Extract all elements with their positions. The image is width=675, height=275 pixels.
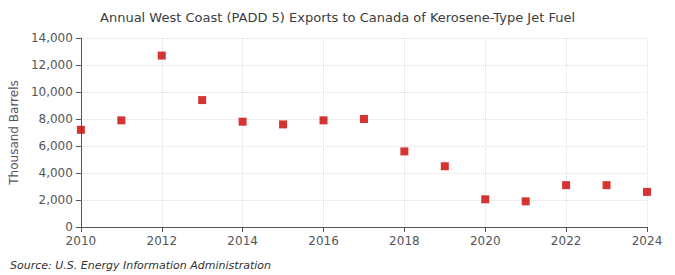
svg-text:2,000: 2,000 <box>39 193 73 207</box>
svg-text:0: 0 <box>65 220 73 234</box>
svg-text:2012: 2012 <box>146 234 177 248</box>
svg-text:14,000: 14,000 <box>31 31 73 45</box>
svg-text:2010: 2010 <box>66 234 97 248</box>
svg-text:Annual West Coast (PADD 5) Exp: Annual West Coast (PADD 5) Exports to Ca… <box>100 10 575 25</box>
svg-text:2016: 2016 <box>308 234 339 248</box>
svg-text:2018: 2018 <box>389 234 420 248</box>
svg-text:Thousand Barrels: Thousand Barrels <box>7 80 21 185</box>
svg-text:2020: 2020 <box>470 234 501 248</box>
svg-text:4,000: 4,000 <box>39 166 73 180</box>
svg-text:2022: 2022 <box>551 234 582 248</box>
svg-text:2024: 2024 <box>632 234 663 248</box>
svg-text:12,000: 12,000 <box>31 58 73 72</box>
svg-text:Source: U.S. Energy Informatio: Source: U.S. Energy Information Administ… <box>10 259 271 272</box>
svg-text:2014: 2014 <box>227 234 258 248</box>
svg-text:8,000: 8,000 <box>39 112 73 126</box>
svg-text:6,000: 6,000 <box>39 139 73 153</box>
svg-text:10,000: 10,000 <box>31 85 73 99</box>
